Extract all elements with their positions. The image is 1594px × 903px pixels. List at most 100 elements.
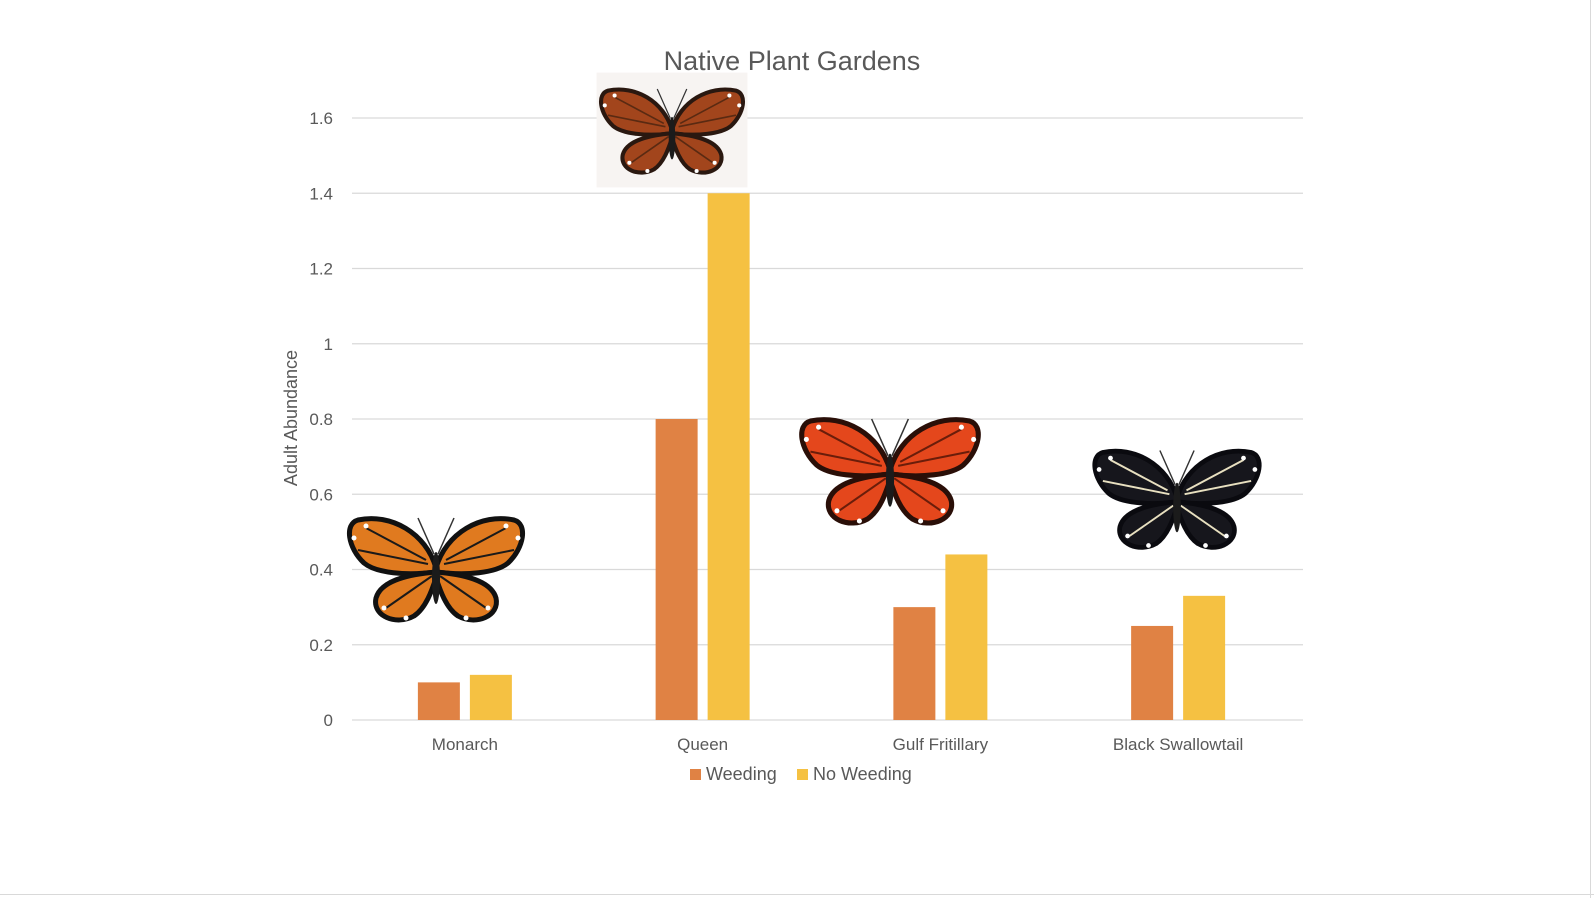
y-tick-label: 1.6 xyxy=(309,109,333,128)
wing-spot xyxy=(737,103,742,108)
wing-spot xyxy=(1096,467,1102,472)
wing-spot xyxy=(1241,455,1246,461)
y-axis-ticks: 0 0.2 0.4 0.6 0.8 1 1.2 1.4 1.6 xyxy=(309,109,333,730)
wing-vein xyxy=(897,450,970,467)
wing-spot xyxy=(612,93,617,98)
wing-vein xyxy=(1102,479,1170,496)
monarch-butterfly-icon xyxy=(349,518,522,621)
wing-spot xyxy=(1224,533,1229,539)
wing-spot xyxy=(485,605,491,611)
wing-vein xyxy=(614,96,665,125)
antenna xyxy=(656,88,671,119)
y-tick-label: 0.4 xyxy=(309,561,333,580)
wing-vein xyxy=(365,527,427,561)
butterfly-images xyxy=(349,72,1259,621)
wing-vein xyxy=(810,450,883,467)
wing-spot xyxy=(940,508,946,514)
wing-vein xyxy=(607,114,666,128)
y-tick-label: 0 xyxy=(324,711,333,730)
wing-spot xyxy=(1146,543,1151,548)
wing-spot xyxy=(1203,543,1208,548)
bottom-border xyxy=(0,894,1594,895)
x-tick-label: Monarch xyxy=(432,735,498,754)
butterfly-body xyxy=(668,116,676,160)
wing-vein xyxy=(1180,504,1226,537)
wing-vein xyxy=(445,527,507,561)
x-axis-ticks: Monarch Queen Gulf Fritillary Black Swallow… xyxy=(432,735,1244,754)
legend: Weeding No Weeding xyxy=(690,764,912,784)
bar-queen-no-weeding xyxy=(707,193,750,720)
wing-spot xyxy=(463,615,469,621)
y-tick-label: 1 xyxy=(324,335,333,354)
y-tick-label: 1.2 xyxy=(309,260,333,279)
wing-spot xyxy=(602,103,607,108)
wing-spot xyxy=(727,93,732,98)
wing-vein xyxy=(443,549,515,565)
wing-vein xyxy=(678,114,737,128)
y-tick-label: 1.4 xyxy=(309,184,333,203)
wing-vein xyxy=(439,575,487,609)
gulf-fritillary-butterfly-icon xyxy=(802,419,979,524)
wing-spot xyxy=(627,160,632,165)
wing-spot xyxy=(958,424,964,430)
wing-vein xyxy=(1110,459,1168,492)
bar-gulf-fritillary-weeding xyxy=(893,607,936,720)
wing-vein xyxy=(818,428,881,463)
bar-monarch-weeding xyxy=(417,682,460,720)
wing-spot xyxy=(694,168,699,174)
y-axis-label: Adult Abundance xyxy=(281,350,301,486)
wing-spot xyxy=(834,508,840,514)
wing-vein xyxy=(630,135,670,164)
wing-spot xyxy=(918,518,924,524)
wing-spot xyxy=(816,424,822,430)
right-border xyxy=(1590,0,1591,898)
wing-spot xyxy=(403,615,409,621)
wing-spot xyxy=(712,160,717,165)
y-tick-label: 0.6 xyxy=(309,485,333,504)
black-swallowtail-butterfly-icon xyxy=(1095,451,1259,548)
bar-gulf-fritillary-no-weeding xyxy=(945,554,988,720)
wing-vein xyxy=(899,428,962,463)
wing-spot xyxy=(645,168,650,174)
wing-vein xyxy=(893,477,942,512)
x-tick-label: Black Swallowtail xyxy=(1113,735,1243,754)
bars xyxy=(417,193,1226,720)
wing-vein xyxy=(674,135,714,164)
antenna xyxy=(673,88,688,119)
wing-vein xyxy=(1186,459,1244,492)
bar-monarch-no-weeding xyxy=(469,674,512,720)
butterfly-body xyxy=(885,453,895,507)
legend-label: Weeding xyxy=(706,764,777,784)
bar-queen-weeding xyxy=(655,419,698,720)
x-tick-label: Gulf Fritillary xyxy=(893,735,989,754)
legend-label: No Weeding xyxy=(813,764,912,784)
wing-vein xyxy=(1128,504,1174,537)
antenna xyxy=(437,517,455,555)
legend-swatch xyxy=(797,769,808,780)
wing-spot xyxy=(351,535,357,541)
antenna xyxy=(1178,450,1195,485)
antenna xyxy=(891,418,910,457)
bar-black-swallowtail-weeding xyxy=(1131,625,1174,720)
wing-spot xyxy=(1108,455,1113,461)
legend-swatch xyxy=(690,769,701,780)
queen-butterfly-icon xyxy=(596,72,748,188)
wing-vein xyxy=(679,96,730,125)
wing-spot xyxy=(1252,467,1258,472)
bar-black-swallowtail-no-weeding xyxy=(1183,595,1226,720)
chart-title: Native Plant Gardens xyxy=(664,46,921,76)
wing-spot xyxy=(503,523,509,529)
wing-spot xyxy=(1125,533,1130,539)
antenna xyxy=(870,418,889,457)
butterfly-body xyxy=(432,552,440,604)
antenna xyxy=(417,517,435,555)
wing-spot xyxy=(856,518,862,524)
wing-spot xyxy=(381,605,387,611)
y-tick-label: 0.8 xyxy=(309,410,333,429)
butterfly-body xyxy=(1173,482,1181,533)
x-tick-label: Queen xyxy=(677,735,728,754)
wing-spot xyxy=(971,436,977,442)
y-tick-label: 0.2 xyxy=(309,636,333,655)
